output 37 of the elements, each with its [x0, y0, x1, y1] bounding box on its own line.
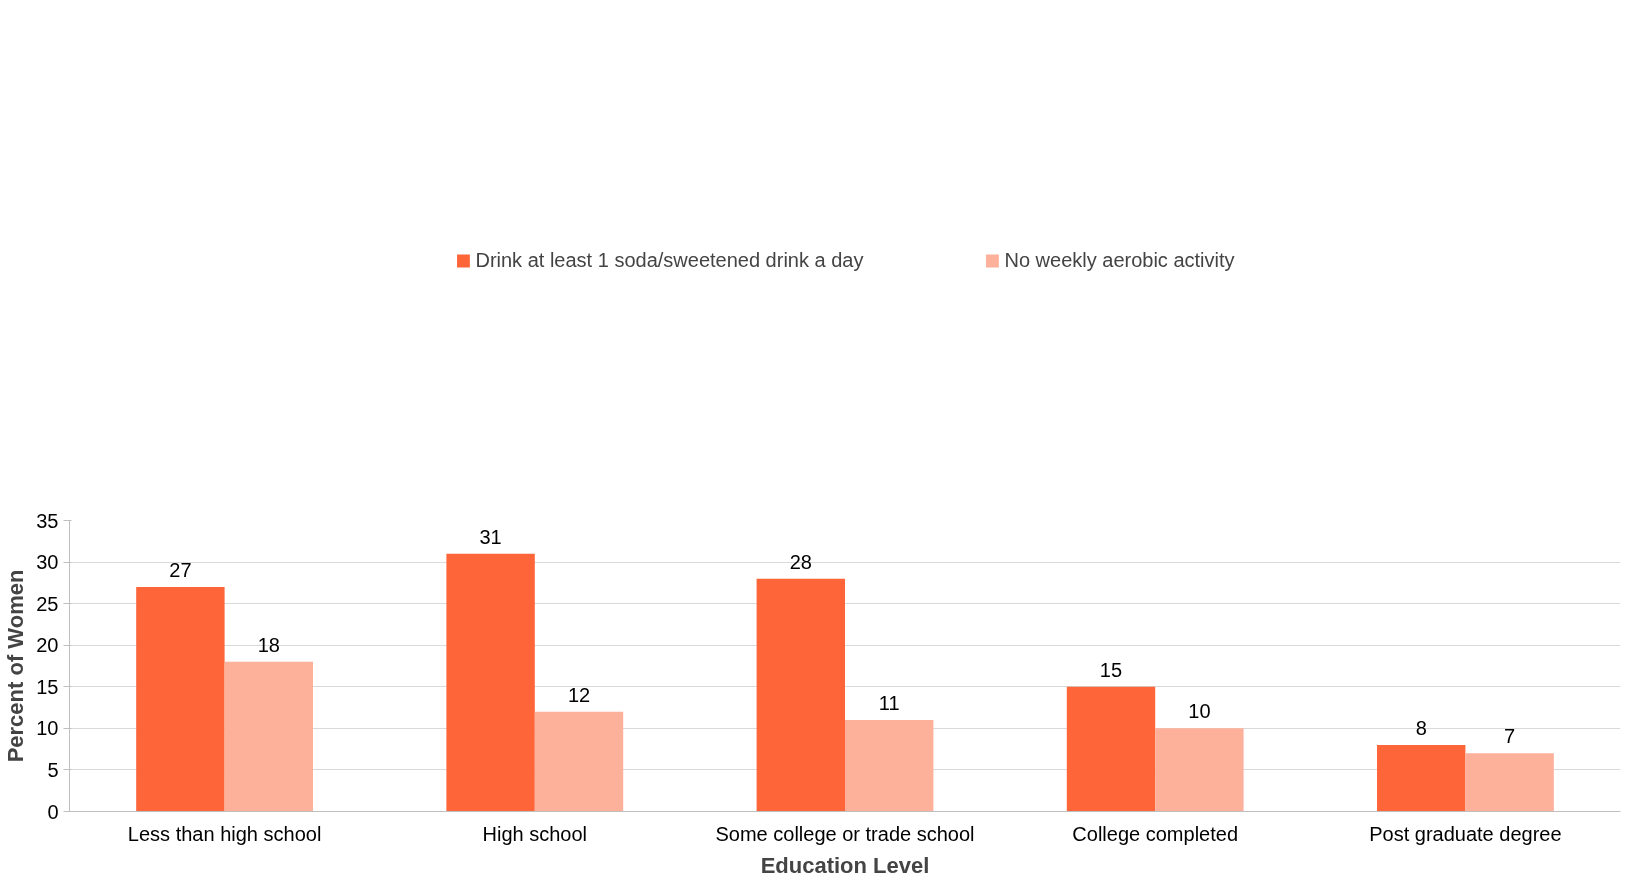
data-label: 11	[878, 692, 900, 715]
data-label: 12	[567, 683, 591, 706]
data-label: 18	[257, 633, 280, 656]
data-label: 10	[1188, 700, 1211, 723]
x-axis-title: Education Level	[760, 852, 930, 878]
bar	[534, 711, 624, 812]
x-tick-label: High school	[482, 822, 588, 845]
data-label: 7	[1504, 725, 1516, 748]
y-tick-label: 20	[36, 634, 59, 657]
bar	[1376, 744, 1466, 812]
bar	[1155, 728, 1244, 812]
bar	[224, 661, 314, 812]
data-label: 8	[1415, 716, 1427, 739]
bar	[1066, 686, 1156, 812]
y-tick-label: 15	[36, 675, 59, 698]
legend-label: No weekly aerobic activity	[1004, 248, 1235, 272]
y-tick-label: 35	[36, 509, 59, 532]
x-tick-label: College completed	[1072, 822, 1239, 845]
x-tick-label: Post graduate degree	[1369, 822, 1562, 845]
y-axis-title: Percent of Women	[3, 569, 29, 763]
data-label: 15	[1099, 658, 1123, 681]
data-label: 31	[479, 525, 502, 548]
bar	[446, 553, 535, 812]
bar	[756, 578, 845, 812]
y-tick-label: 10	[36, 717, 59, 740]
bar	[845, 720, 934, 812]
legend-label: Drink at least 1 soda/sweetened drink a day	[475, 248, 864, 272]
bar	[1465, 753, 1554, 812]
data-label: 27	[169, 559, 192, 582]
y-tick-label: 5	[47, 758, 59, 781]
bar	[136, 587, 225, 812]
y-tick-label: 30	[36, 551, 59, 574]
y-tick-label: 25	[36, 592, 59, 615]
data-label: 28	[789, 550, 812, 573]
x-tick-label: Some college or trade school	[715, 822, 975, 845]
y-tick-label: 0	[47, 800, 59, 823]
x-tick-label: Less than high school	[127, 822, 322, 845]
